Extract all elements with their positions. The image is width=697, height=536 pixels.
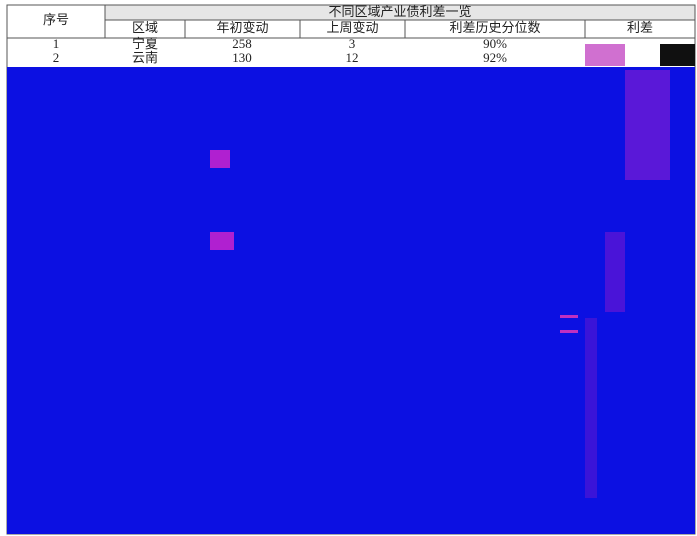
- table-cell: 1: [53, 36, 60, 51]
- artifact: [605, 232, 625, 312]
- serial-header: 序号: [43, 12, 69, 27]
- artifact: [660, 44, 695, 66]
- artifact: [210, 150, 230, 168]
- artifact: [585, 44, 625, 66]
- table-cell: 云南: [132, 50, 158, 65]
- artifact: [625, 70, 670, 180]
- table-cell: 130: [232, 50, 252, 65]
- column-header: 上周变动: [326, 20, 378, 35]
- column-header: 利差: [627, 20, 653, 35]
- column-header: 年初变动: [216, 20, 268, 35]
- table-cell: 2: [53, 50, 60, 65]
- column-header-cell: [584, 19, 696, 39]
- column-header: 利差历史分位数: [449, 20, 540, 35]
- table-cell: 90%: [483, 36, 507, 51]
- table-cell: 宁夏: [132, 36, 158, 51]
- table-title: 不同区域产业债利差一览: [328, 4, 471, 19]
- title-cell: [105, 5, 695, 20]
- column-header: 区域: [132, 20, 158, 35]
- table-cell: 3: [349, 36, 356, 51]
- table-cell: 258: [232, 36, 252, 51]
- artifact: [560, 330, 578, 333]
- table-cell: 12: [346, 50, 359, 65]
- artifact: [560, 315, 578, 318]
- artifact: [585, 318, 597, 498]
- corrupted-area: [7, 67, 695, 534]
- artifact: [210, 232, 234, 250]
- table-cell: 92%: [483, 50, 507, 65]
